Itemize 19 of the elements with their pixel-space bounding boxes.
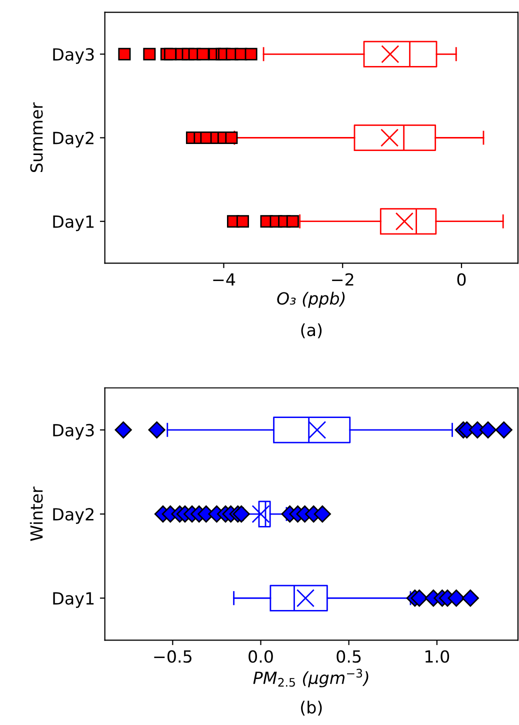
x-axis-title: O₃ (ppb) — [277, 292, 345, 308]
x-axis-title: PM$_{2.5}$ (μgm$^{−3}$) — [253, 668, 368, 688]
x-tick-label: 0.0 — [248, 650, 273, 663]
y-tick-label: Day3 — [53, 48, 94, 64]
x-tick-label: −2 — [332, 273, 354, 286]
x-tick-label: −0.5 — [154, 650, 192, 663]
y-tick-label: Day1 — [53, 592, 94, 608]
y-tick-label: Day3 — [53, 424, 94, 440]
text: (a) — [301, 323, 322, 338]
x-tick-label: 1.0 — [426, 650, 450, 663]
y-axis-title: Summer — [30, 102, 43, 172]
x-tick-label: 0.5 — [336, 650, 361, 663]
text: (b) — [301, 700, 322, 716]
y-tick-label: Day1 — [53, 216, 94, 232]
y-tick-label: Day2 — [53, 508, 94, 524]
x-tick-label: 0 — [457, 273, 466, 286]
y-tick-label: Day2 — [53, 132, 94, 148]
x-tick-label: −4 — [213, 273, 236, 286]
y-axis-title: Winter — [30, 486, 43, 541]
